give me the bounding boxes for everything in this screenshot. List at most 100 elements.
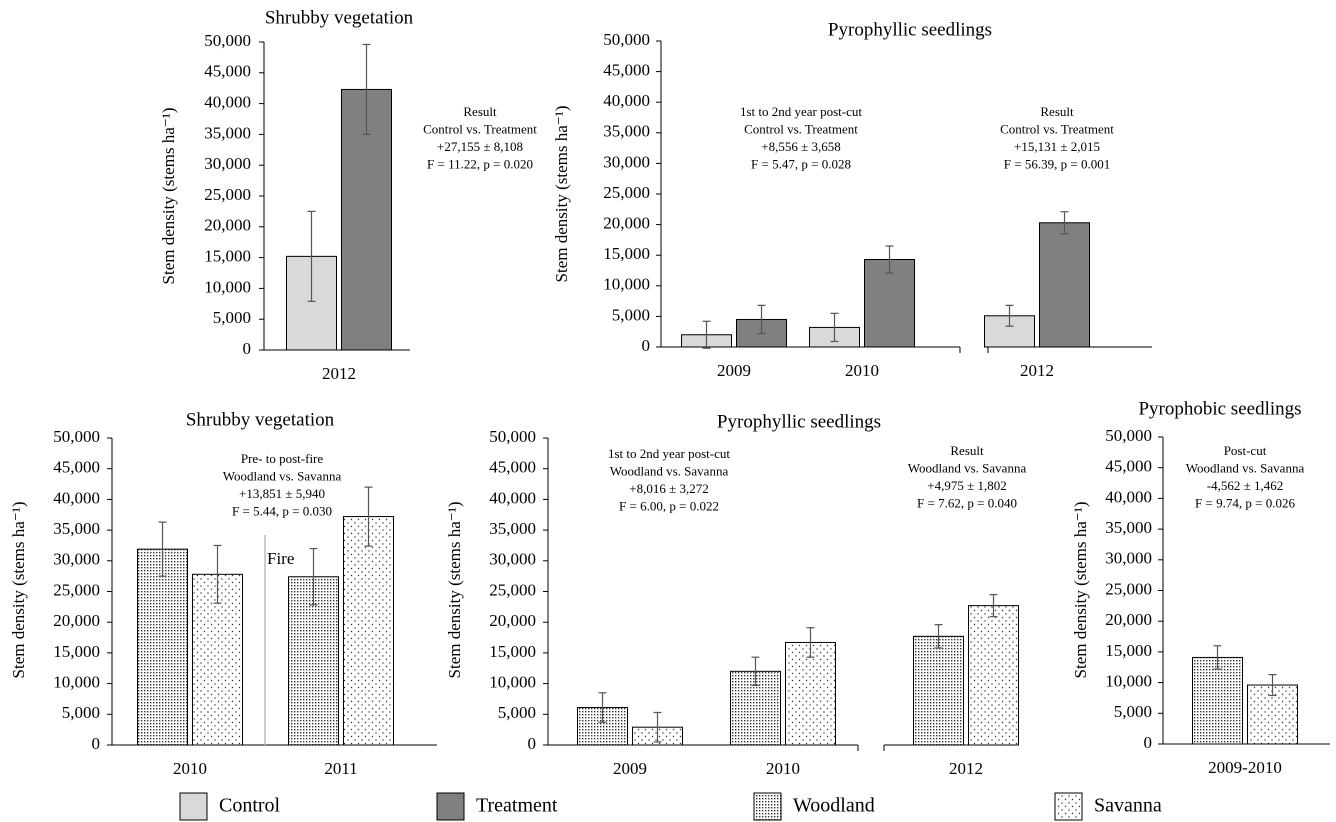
annotation: Control vs. Treatment bbox=[744, 121, 858, 136]
bar bbox=[864, 258, 915, 348]
y-tick-label: 30,000 bbox=[204, 154, 251, 173]
y-tick-label: 30,000 bbox=[603, 152, 650, 171]
bar bbox=[1039, 222, 1090, 348]
y-tick-label: 10,000 bbox=[603, 275, 650, 294]
y-tick-label: 10,000 bbox=[53, 673, 100, 692]
y-tick-label: 20,000 bbox=[489, 611, 536, 630]
annotation: +27,155 ± 8,108 bbox=[437, 139, 523, 154]
x-tick-label: 2009-2010 bbox=[1208, 758, 1282, 777]
divider-label: Fire bbox=[267, 549, 294, 568]
x-tick-label: 2010 bbox=[766, 759, 800, 778]
x-tick-label: 2010 bbox=[173, 759, 207, 778]
y-tick-label: 35,000 bbox=[603, 122, 650, 141]
legend-label: Woodland bbox=[793, 795, 875, 817]
y-tick-label: 45,000 bbox=[53, 458, 100, 477]
annotation: F = 6.00, p = 0.022 bbox=[619, 498, 719, 513]
annotation: Woodland vs. Savanna bbox=[1186, 460, 1305, 475]
bar bbox=[1192, 656, 1243, 745]
y-tick-label: 30,000 bbox=[1105, 549, 1152, 568]
legend-label: Treatment bbox=[476, 795, 558, 817]
bar bbox=[913, 635, 964, 746]
bar bbox=[968, 605, 1019, 746]
y-tick-label: 35,000 bbox=[489, 519, 536, 538]
annotation: F = 7.62, p = 0.040 bbox=[917, 495, 1017, 510]
y-tick-label: 0 bbox=[528, 734, 537, 753]
legend-swatch bbox=[436, 792, 465, 821]
annotation: Control vs. Treatment bbox=[423, 121, 537, 136]
y-tick-label: 0 bbox=[1144, 733, 1153, 752]
y-tick-label: 45,000 bbox=[204, 62, 251, 81]
y-tick-label: 50,000 bbox=[53, 427, 100, 446]
y-tick-label: 0 bbox=[92, 734, 101, 753]
y-tick-label: 35,000 bbox=[1105, 518, 1152, 537]
legend-swatch bbox=[753, 792, 782, 821]
chart-title: Pyrophobic seedlings bbox=[1138, 398, 1301, 419]
annotation: 1st to 2nd year post-cut bbox=[740, 104, 862, 119]
annotation: Control vs. Treatment bbox=[1000, 121, 1114, 136]
x-tick-label: 2012 bbox=[1020, 361, 1054, 380]
y-tick-label: 25,000 bbox=[603, 183, 650, 202]
y-tick-label: 15,000 bbox=[53, 642, 100, 661]
y-tick-label: 40,000 bbox=[53, 488, 100, 507]
y-tick-label: 25,000 bbox=[1105, 579, 1152, 598]
annotation: F = 11.22, p = 0.020 bbox=[427, 156, 533, 171]
legend-swatch bbox=[179, 792, 208, 821]
y-tick-label: 15,000 bbox=[1105, 641, 1152, 660]
bar bbox=[137, 548, 188, 746]
annotation: F = 5.47, p = 0.028 bbox=[751, 156, 851, 171]
y-tick-label: 35,000 bbox=[53, 519, 100, 538]
annotation: F = 5.44, p = 0.030 bbox=[232, 503, 332, 518]
y-tick-label: 20,000 bbox=[204, 216, 251, 235]
y-axis-label: Stem density (stems ha⁻¹) bbox=[159, 108, 178, 285]
annotation: +8,556 ± 3,658 bbox=[761, 139, 840, 154]
y-tick-label: 45,000 bbox=[1105, 457, 1152, 476]
x-tick-label: 2011 bbox=[324, 759, 357, 778]
y-tick-label: 40,000 bbox=[489, 488, 536, 507]
x-tick-label: 2009 bbox=[613, 759, 647, 778]
annotation: +15,131 ± 2,015 bbox=[1014, 139, 1100, 154]
annotation: -4,562 ± 1,462 bbox=[1207, 478, 1283, 493]
y-tick-label: 15,000 bbox=[489, 642, 536, 661]
x-tick-label: 2012 bbox=[949, 759, 983, 778]
y-axis-label: Stem density (stems ha⁻¹) bbox=[552, 106, 571, 283]
chart-title: Shrubby vegetation bbox=[265, 7, 414, 28]
annotation: Woodland vs. Savanna bbox=[223, 468, 342, 483]
y-tick-label: 10,000 bbox=[204, 277, 251, 296]
y-tick-label: 40,000 bbox=[204, 93, 251, 112]
y-tick-label: 45,000 bbox=[603, 61, 650, 80]
annotation: F = 9.74, p = 0.026 bbox=[1195, 495, 1295, 510]
y-tick-label: 40,000 bbox=[1105, 487, 1152, 506]
annotation: Post-cut bbox=[1224, 443, 1267, 458]
x-tick-label: 2009 bbox=[717, 361, 751, 380]
y-tick-label: 50,000 bbox=[204, 31, 251, 50]
y-tick-label: 0 bbox=[642, 336, 651, 355]
annotation: F = 56.39, p = 0.001 bbox=[1004, 156, 1110, 171]
annotation: Woodland vs. Savanna bbox=[610, 463, 729, 478]
y-tick-label: 25,000 bbox=[204, 185, 251, 204]
y-axis-label: Stem density (stems ha⁻¹) bbox=[445, 502, 464, 679]
annotation: Pre- to post-fire bbox=[241, 451, 324, 466]
y-tick-label: 25,000 bbox=[53, 580, 100, 599]
y-tick-label: 50,000 bbox=[489, 427, 536, 446]
annotation: +13,851 ± 5,940 bbox=[239, 486, 325, 501]
y-tick-label: 20,000 bbox=[1105, 610, 1152, 629]
y-tick-label: 45,000 bbox=[489, 458, 536, 477]
y-tick-label: 15,000 bbox=[204, 247, 251, 266]
y-tick-label: 35,000 bbox=[204, 123, 251, 142]
y-tick-label: 5,000 bbox=[1114, 702, 1152, 721]
legend-swatch bbox=[1054, 792, 1083, 821]
chart-title: Pyrophyllic seedlings bbox=[828, 19, 992, 40]
y-tick-label: 10,000 bbox=[489, 673, 536, 692]
x-tick-label: 2010 bbox=[845, 361, 879, 380]
annotation: Result bbox=[463, 104, 497, 119]
y-axis-label: Stem density (stems ha⁻¹) bbox=[9, 502, 28, 679]
y-tick-label: 25,000 bbox=[489, 580, 536, 599]
y-tick-label: 5,000 bbox=[498, 703, 536, 722]
y-tick-label: 5,000 bbox=[213, 308, 251, 327]
annotation: +4,975 ± 1,802 bbox=[927, 478, 1006, 493]
y-tick-label: 30,000 bbox=[489, 550, 536, 569]
y-tick-label: 40,000 bbox=[603, 91, 650, 110]
annotation: Result bbox=[950, 443, 984, 458]
y-tick-label: 15,000 bbox=[603, 244, 650, 263]
